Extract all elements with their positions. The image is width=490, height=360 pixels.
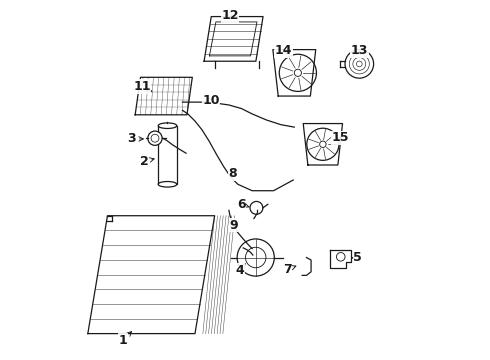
Text: 8: 8	[228, 167, 237, 180]
Bar	[158, 126, 177, 184]
Ellipse shape	[158, 181, 177, 187]
Text: 7: 7	[283, 263, 296, 276]
Circle shape	[345, 50, 373, 78]
Circle shape	[245, 247, 266, 268]
Text: 3: 3	[127, 132, 144, 145]
Circle shape	[151, 134, 159, 142]
Text: 2: 2	[140, 155, 154, 168]
Text: 12: 12	[221, 9, 239, 22]
Text: 14: 14	[275, 44, 293, 57]
Text: 15: 15	[332, 131, 349, 144]
Text: 9: 9	[229, 219, 238, 232]
Text: 10: 10	[202, 94, 220, 107]
Text: 13: 13	[351, 44, 368, 57]
Circle shape	[279, 54, 317, 91]
Circle shape	[294, 69, 301, 76]
Text: 5: 5	[352, 251, 362, 264]
Circle shape	[250, 202, 263, 214]
Text: 6: 6	[237, 198, 249, 211]
Circle shape	[319, 141, 326, 148]
Text: 11: 11	[133, 80, 151, 93]
Text: 1: 1	[119, 332, 131, 347]
Circle shape	[148, 131, 162, 145]
Circle shape	[337, 252, 345, 261]
Text: 4: 4	[235, 264, 245, 276]
Circle shape	[307, 128, 339, 160]
Circle shape	[237, 239, 274, 276]
Ellipse shape	[158, 123, 177, 129]
